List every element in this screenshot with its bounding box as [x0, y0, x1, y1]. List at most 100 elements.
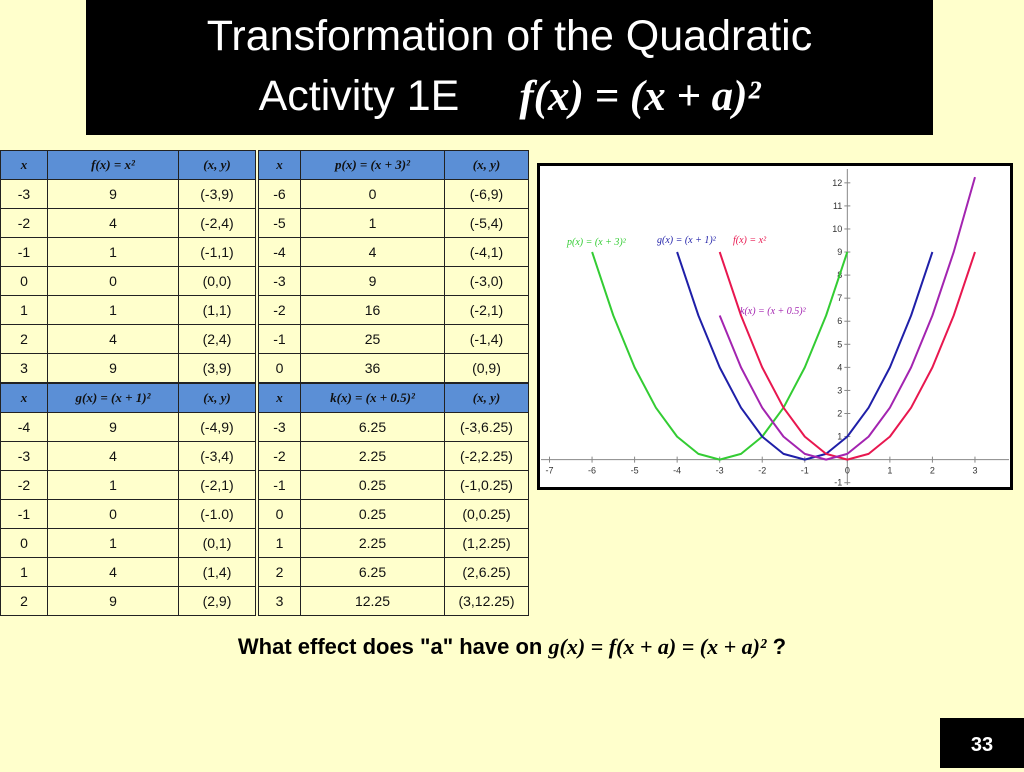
data-row: 1 1 (1,1): [0, 295, 256, 325]
activity: Activity 1E: [258, 72, 460, 120]
x-tick-label: -7: [546, 466, 554, 476]
data-row: -3 9 (-3,0): [258, 266, 529, 296]
data-cell: (-2,2.25): [444, 441, 529, 471]
data-row: 0 0 (0,0): [0, 266, 256, 296]
header-row: x p(x) = (x + 3)² (x, y): [258, 150, 529, 180]
header-cell: x: [258, 150, 301, 180]
value-table: x p(x) = (x + 3)² (x, y) -6 0 (-6,9) -5 1 (-5,4)…: [258, 150, 529, 383]
value-table: x f(x) = x² (x, y) -3 9 (-3,9) -2 4 (-2,4) -1 1 (-1…: [0, 150, 256, 383]
x-tick-label: 3: [972, 466, 977, 476]
header-cell: x: [258, 383, 301, 413]
data-cell: -2: [258, 295, 301, 325]
curve: [718, 251, 976, 461]
data-cell: (-3,0): [444, 266, 529, 296]
data-cell: -1: [258, 470, 301, 500]
data-cell: 2: [0, 586, 48, 616]
data-cell: 4: [300, 237, 445, 267]
curve-label: g(x) = (x + 1)²: [657, 235, 717, 246]
x-tick-label: -4: [673, 466, 681, 476]
data-cell: 6.25: [300, 412, 445, 442]
header-cell: (x, y): [444, 150, 529, 180]
data-row: -3 6.25 (-3,6.25): [258, 412, 529, 442]
y-tick-label: 4: [837, 362, 842, 372]
data-row: -5 1 (-5,4): [258, 208, 529, 238]
x-tick-label: -2: [758, 466, 766, 476]
data-row: -6 0 (-6,9): [258, 179, 529, 209]
header-cell: (x, y): [178, 383, 256, 413]
data-cell: 1: [47, 237, 179, 267]
data-row: -2 16 (-2,1): [258, 295, 529, 325]
data-row: -2 1 (-2,1): [0, 470, 256, 500]
data-cell: (-3,6.25): [444, 412, 529, 442]
data-cell: 16: [300, 295, 445, 325]
data-cell: 6.25: [300, 557, 445, 587]
header-cell: f(x) = x²: [47, 150, 179, 180]
data-cell: 4: [47, 441, 179, 471]
data-cell: 1: [0, 557, 48, 587]
value-table: x g(x) = (x + 1)² (x, y) -4 9 (-4,9) -3 4 (-3,4)…: [0, 383, 256, 616]
data-cell: 2.25: [300, 528, 445, 558]
data-row: -3 9 (-3,9): [0, 179, 256, 209]
question-end: ?: [772, 634, 787, 659]
data-row: 2 6.25 (2,6.25): [258, 557, 529, 587]
y-tick-label: 10: [832, 224, 842, 234]
data-cell: 0.25: [300, 499, 445, 529]
formula: f(x) = (x + a)²: [519, 73, 761, 120]
data-cell: 1: [258, 528, 301, 558]
data-row: 3 12.25 (3,12.25): [258, 586, 529, 616]
graph-frame: [537, 163, 1013, 490]
data-row: 1 2.25 (1,2.25): [258, 528, 529, 558]
data-cell: 0: [47, 266, 179, 296]
data-row: -3 4 (-3,4): [0, 441, 256, 471]
data-cell: (-2,1): [444, 295, 529, 325]
title-line: Activity 1E f(x) = (x + a)²: [86, 72, 933, 121]
y-tick-label: 6: [837, 316, 842, 326]
x-tick-label: -3: [716, 466, 724, 476]
curve-label: f(x) = x²: [733, 235, 767, 246]
data-cell: (1,4): [178, 557, 256, 587]
data-cell: (-4,9): [178, 412, 256, 442]
data-cell: -5: [258, 208, 301, 238]
data-cell: -3: [0, 441, 48, 471]
data-cell: 2: [0, 324, 48, 354]
data-row: 1 4 (1,4): [0, 557, 256, 587]
data-row: -4 9 (-4,9): [0, 412, 256, 442]
data-cell: (0,0.25): [444, 499, 529, 529]
data-cell: (2,9): [178, 586, 256, 616]
page-number: 33: [940, 718, 1024, 768]
data-cell: -3: [258, 412, 301, 442]
x-tick-label: 2: [930, 466, 935, 476]
data-cell: -2: [258, 441, 301, 471]
data-cell: 0.25: [300, 470, 445, 500]
data-cell: 2: [258, 557, 301, 587]
data-cell: (-1,1): [178, 237, 256, 267]
data-cell: (1,1): [178, 295, 256, 325]
header-cell: x: [0, 150, 48, 180]
data-cell: 0: [47, 499, 179, 529]
data-cell: -4: [258, 237, 301, 267]
data-cell: -2: [0, 470, 48, 500]
question: What effect does "a" have on g(x) = f(x …: [0, 634, 1024, 660]
data-cell: 3: [258, 586, 301, 616]
graph: -7 -6 -5 -4 -3 -2 -1 0 1 2 3-1123456789101112p(x) …: [537, 163, 1013, 490]
data-cell: (-3,4): [178, 441, 256, 471]
data-cell: (-5,4): [444, 208, 529, 238]
data-cell: 2.25: [300, 441, 445, 471]
data-cell: -1: [0, 237, 48, 267]
data-row: -4 4 (-4,1): [258, 237, 529, 267]
x-tick-label: 1: [887, 466, 892, 476]
data-cell: (0,0): [178, 266, 256, 296]
data-row: -2 2.25 (-2,2.25): [258, 441, 529, 471]
curve: [676, 251, 934, 461]
data-cell: 4: [47, 557, 179, 587]
x-tick-label: -5: [631, 466, 639, 476]
data-row: -2 4 (-2,4): [0, 208, 256, 238]
data-cell: (1,2.25): [444, 528, 529, 558]
header-cell: g(x) = (x + 1)²: [47, 383, 179, 413]
y-tick-label: 9: [837, 247, 842, 257]
data-cell: (-3,9): [178, 179, 256, 209]
data-cell: 25: [300, 324, 445, 354]
header-cell: p(x) = (x + 3)²: [300, 150, 445, 180]
data-cell: (-2,1): [178, 470, 256, 500]
